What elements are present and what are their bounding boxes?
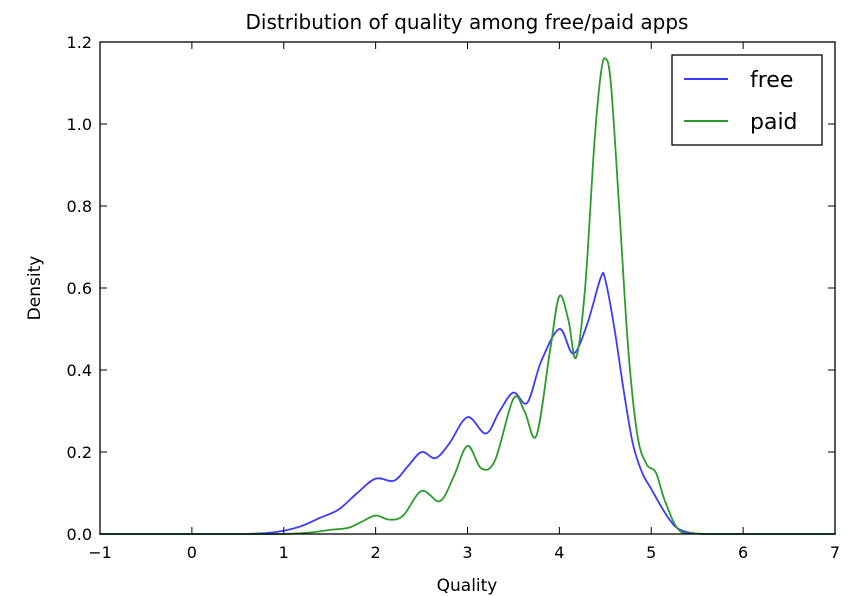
y-tick-label: 1.0 [67, 115, 92, 134]
x-tick-label: 7 [830, 543, 840, 562]
y-tick-label: 0.2 [67, 443, 92, 462]
x-tick-label: 5 [646, 543, 656, 562]
x-tick-label: 4 [554, 543, 564, 562]
y-tick-label: 1.2 [67, 33, 92, 52]
x-tick-label: 1 [279, 543, 289, 562]
series-line-paid [99, 57, 836, 536]
series-layer [99, 57, 836, 536]
chart-title: Distribution of quality among free/paid … [246, 10, 689, 34]
x-tick-label: 3 [462, 543, 472, 562]
legend-label-free: free [750, 68, 793, 93]
legend-label-paid: paid [750, 110, 798, 135]
x-tick-label: −1 [88, 543, 112, 562]
y-tick-label: 0.0 [67, 525, 92, 544]
y-tick-label: 0.8 [67, 197, 92, 216]
y-axis-title: Density [25, 256, 45, 321]
x-tick-label: 0 [187, 543, 197, 562]
x-axis-title: Quality [437, 576, 498, 596]
series-line-free [99, 271, 836, 535]
y-tick-label: 0.6 [67, 279, 92, 298]
tick-layer: −1 0 1 2 3 4 5 6 7 0.0 0.2 0.4 0.6 0.8 1.0 1.2 [67, 33, 841, 562]
legend-box [671, 54, 823, 146]
x-tick-label: 6 [738, 543, 748, 562]
legend: free paid [671, 54, 823, 146]
x-tick-label: 2 [371, 543, 381, 562]
y-tick-label: 0.4 [67, 361, 92, 380]
